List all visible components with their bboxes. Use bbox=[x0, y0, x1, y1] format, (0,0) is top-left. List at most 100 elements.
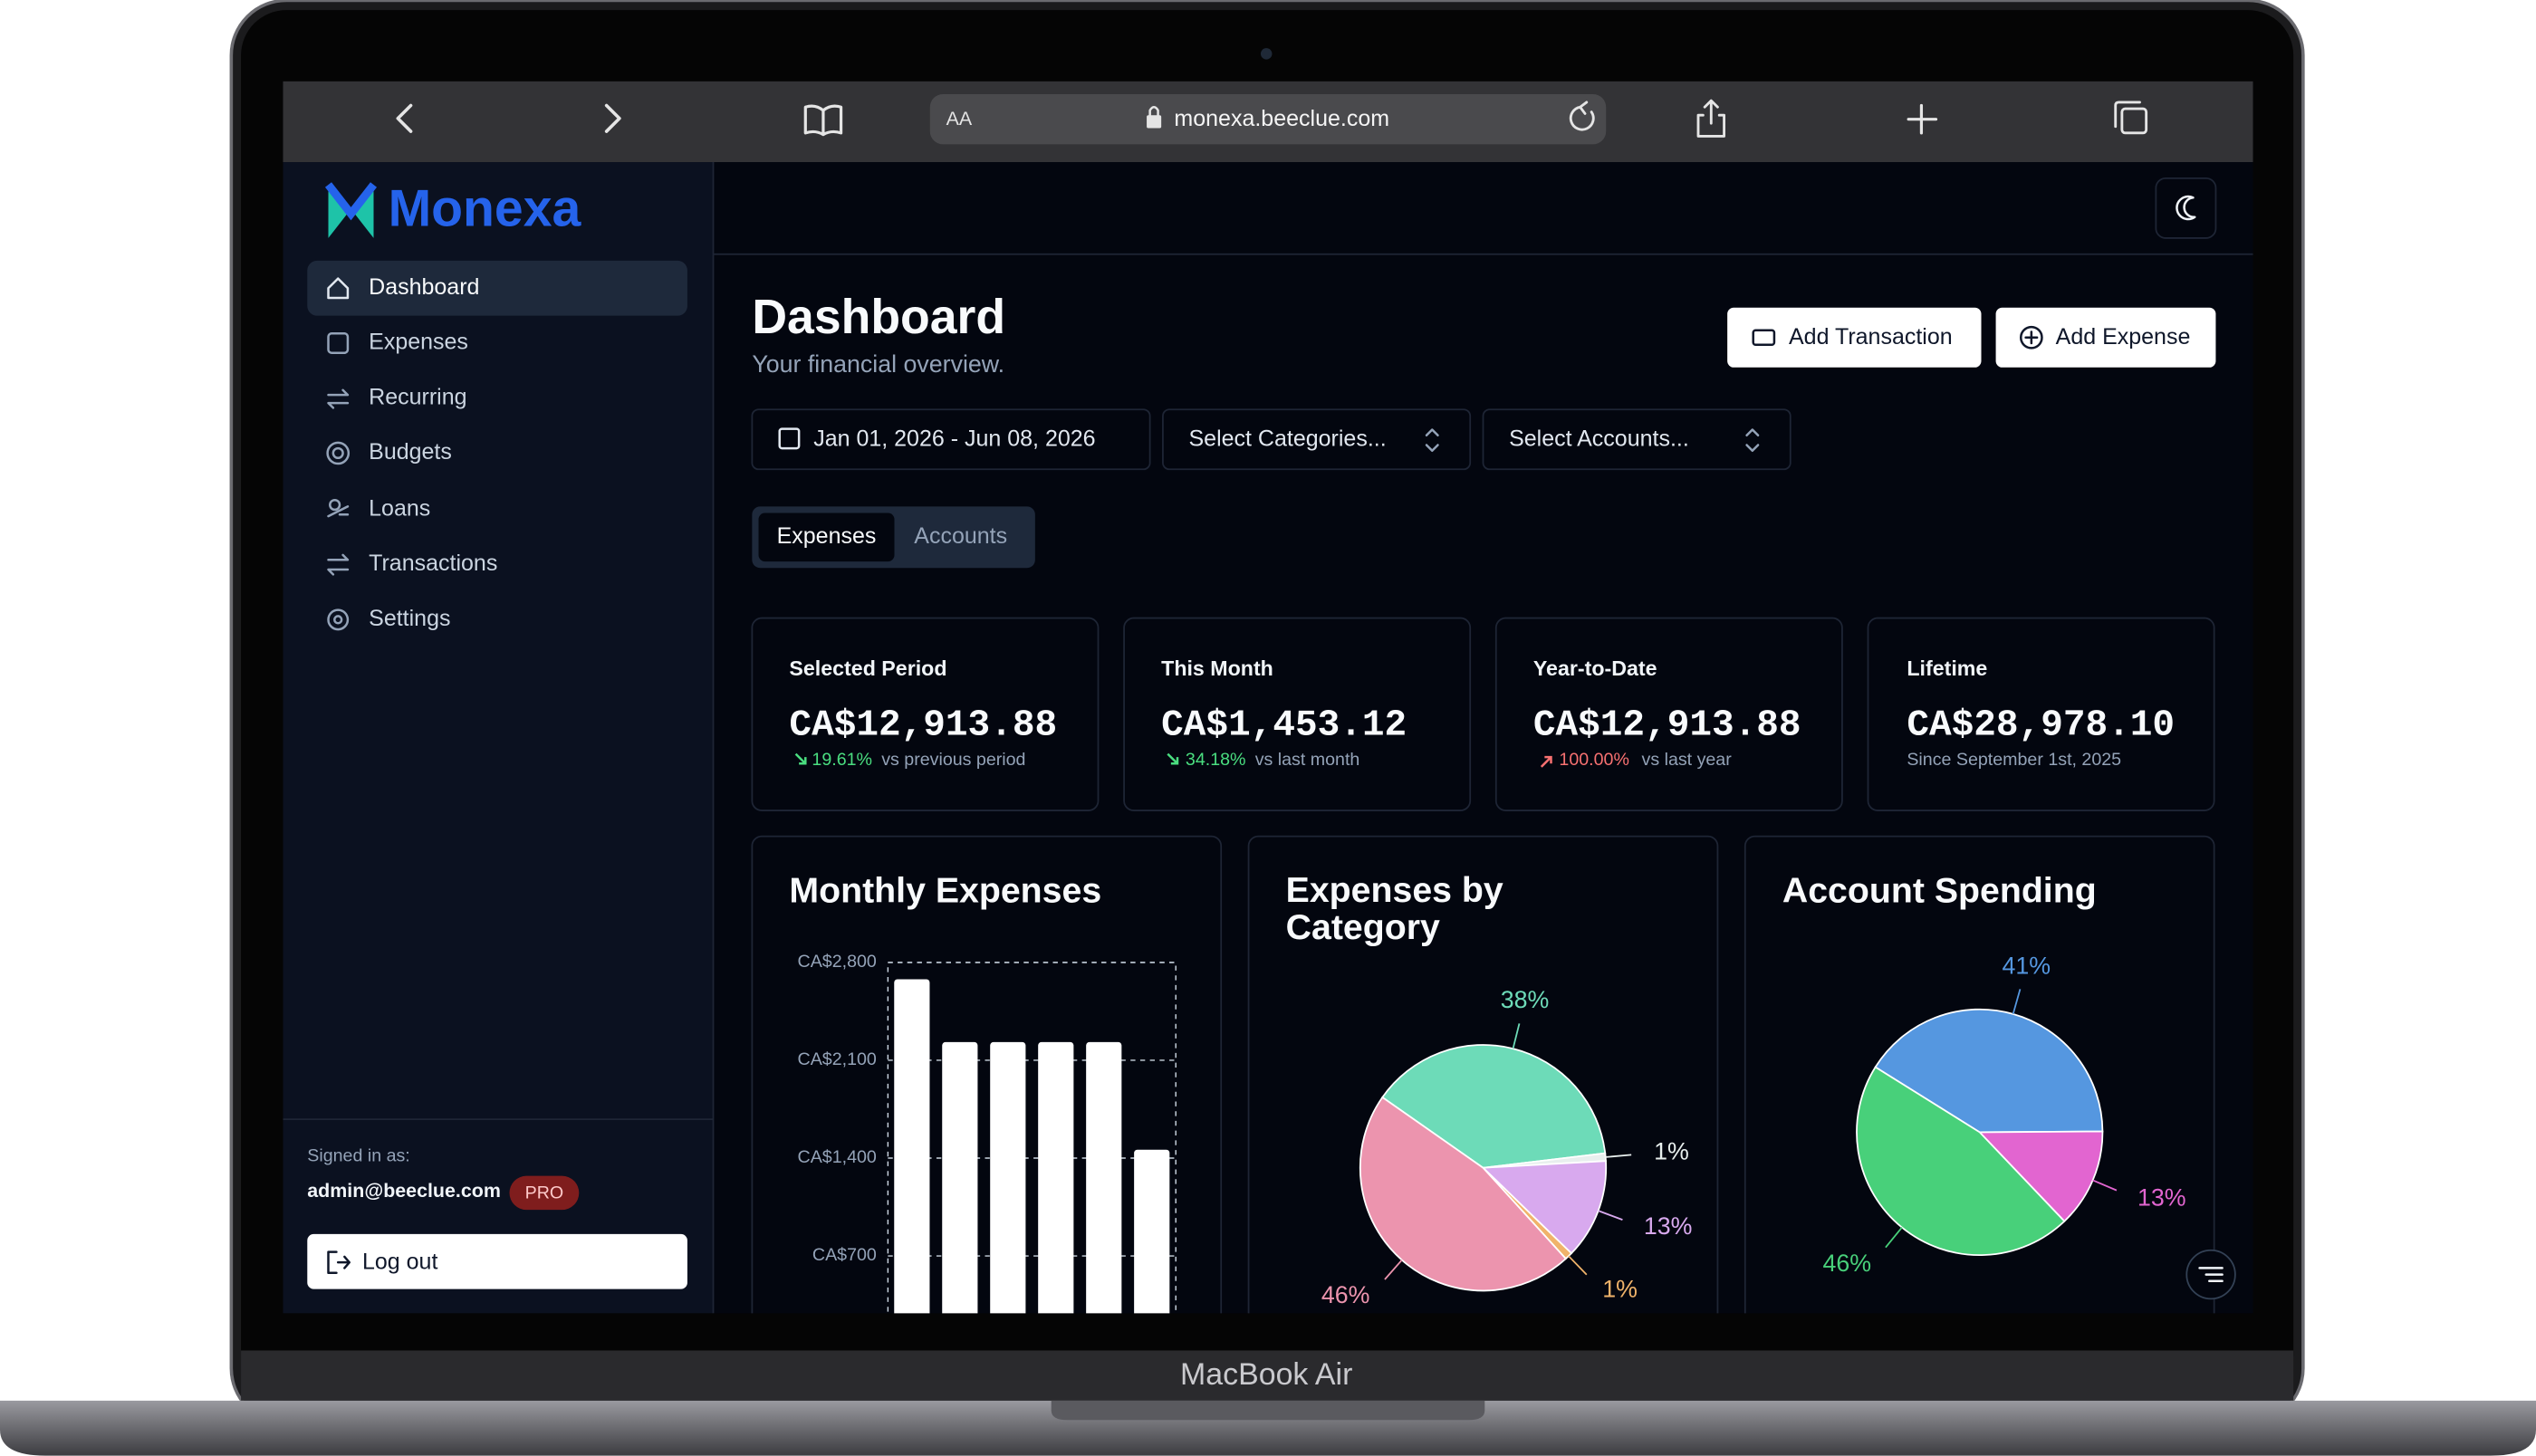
chart-title-line: Category bbox=[1286, 908, 1440, 948]
add-transaction-button[interactable] bbox=[1727, 307, 1982, 368]
stat-note: Since September 1st, 2025 bbox=[1907, 750, 2121, 770]
slice-label: 13% bbox=[2137, 1183, 2186, 1211]
moon-icon bbox=[2176, 195, 2196, 221]
stat-note: vs previous period bbox=[881, 750, 1025, 770]
chart-title: Expenses by Category bbox=[1286, 871, 1503, 948]
screen: AA monexa.beeclue.com Monexa Dashboard E… bbox=[283, 81, 2253, 1314]
filter-label[interactable]: Select Accounts... bbox=[1509, 426, 1689, 452]
button-label[interactable]: Add Transaction bbox=[1789, 324, 1953, 350]
slice-label: 41% bbox=[2002, 952, 2051, 979]
signed-in-label: Signed in as: bbox=[307, 1145, 409, 1165]
forward-button[interactable] bbox=[604, 103, 621, 133]
nav-label[interactable]: Expenses bbox=[369, 330, 468, 355]
chin bbox=[241, 1350, 2294, 1401]
nav-icon bbox=[327, 277, 350, 300]
leader-line bbox=[2092, 1179, 2118, 1192]
y-tick-label: CA$2,800 bbox=[798, 952, 877, 972]
nav-icon bbox=[326, 441, 351, 465]
slice-label: 46% bbox=[1823, 1250, 1872, 1277]
nav-item[interactable]: Loans bbox=[327, 496, 431, 522]
leader-line bbox=[1885, 1227, 1903, 1249]
bar bbox=[990, 1041, 1026, 1314]
slice-label: 13% bbox=[1644, 1212, 1693, 1240]
filter-label[interactable]: Jan 01, 2026 - Jun 08, 2026 bbox=[813, 426, 1095, 452]
lock-icon bbox=[1147, 115, 1162, 129]
plan-badge bbox=[509, 1175, 580, 1211]
nav-label[interactable]: Recurring bbox=[369, 384, 466, 409]
new-tab-button[interactable] bbox=[1907, 103, 1938, 135]
nav-active-bg bbox=[307, 260, 687, 316]
reload-button[interactable] bbox=[1569, 101, 1595, 131]
stat-value: CA$12,913.88 bbox=[1533, 704, 1801, 746]
logout-label[interactable]: Log out bbox=[362, 1250, 437, 1275]
nav-label[interactable]: Settings bbox=[369, 606, 450, 631]
stat-card bbox=[1494, 617, 1843, 811]
category-filter[interactable] bbox=[1162, 408, 1472, 471]
share-button[interactable] bbox=[1696, 99, 1725, 138]
tab-active[interactable] bbox=[758, 512, 895, 562]
trend-down-icon bbox=[1167, 752, 1179, 765]
page-subtitle: Your financial overview. bbox=[752, 350, 1004, 378]
logout-icon bbox=[327, 1250, 351, 1275]
trend-up-icon bbox=[1540, 755, 1552, 768]
charts: CA$2,800 CA$2,100 CA$1,400 CA$700 38% 1% 13% 1%… bbox=[798, 952, 2186, 1314]
button-label[interactable]: Add Expense bbox=[2056, 324, 2191, 350]
slice-label: 1% bbox=[1602, 1276, 1638, 1303]
stat-value: CA$1,453.12 bbox=[1161, 704, 1407, 746]
leader-line bbox=[1568, 1255, 1588, 1276]
slice-label: 46% bbox=[1321, 1281, 1370, 1308]
bookmarks-button[interactable] bbox=[803, 104, 843, 137]
pie-slice bbox=[1359, 1096, 1568, 1292]
leader-line bbox=[1605, 1154, 1632, 1158]
stat-card bbox=[751, 617, 1100, 811]
url: monexa.beeclue.com bbox=[1174, 106, 1389, 131]
nav-item[interactable]: Expenses bbox=[327, 330, 468, 355]
tab-label[interactable]: Accounts bbox=[914, 523, 1007, 549]
nav-item[interactable]: Recurring bbox=[327, 384, 467, 409]
leader-line bbox=[2012, 989, 2022, 1015]
button-icon-plus bbox=[2024, 330, 2039, 345]
sidebar bbox=[283, 162, 714, 1314]
stat-title: Selected Period bbox=[789, 656, 946, 680]
leader-line bbox=[1384, 1259, 1403, 1280]
nav-icon bbox=[327, 553, 350, 576]
chevron-icon bbox=[1425, 428, 1439, 453]
brand-logo-accent bbox=[324, 182, 378, 221]
nav-item[interactable]: Transactions bbox=[327, 551, 498, 576]
tab-label[interactable]: Expenses bbox=[777, 523, 877, 549]
nav-label[interactable]: Dashboard bbox=[369, 274, 479, 300]
stat-value: CA$28,978.10 bbox=[1907, 704, 2175, 746]
nav-icon bbox=[327, 608, 350, 631]
chart-title: Account Spending bbox=[1782, 871, 2097, 911]
stat-value: CA$12,913.88 bbox=[789, 704, 1057, 746]
stat-note: vs last month bbox=[1255, 750, 1360, 770]
address-bar[interactable] bbox=[929, 94, 1607, 145]
bar bbox=[1038, 1041, 1074, 1314]
nav-item[interactable]: Dashboard bbox=[327, 274, 480, 300]
add-expense-button[interactable] bbox=[1995, 307, 2216, 368]
logout-button[interactable] bbox=[307, 1233, 687, 1289]
chevron-icon bbox=[1745, 428, 1760, 453]
filter-label[interactable]: Select Categories... bbox=[1189, 426, 1387, 452]
date-range-filter[interactable] bbox=[751, 408, 1151, 471]
tabs-button[interactable] bbox=[2120, 107, 2148, 135]
account-filter[interactable] bbox=[1482, 408, 1792, 471]
nav-label[interactable]: Loans bbox=[369, 496, 430, 522]
bar bbox=[894, 979, 930, 1314]
chart-title: Monthly Expenses bbox=[789, 871, 1101, 911]
nav-label[interactable]: Transactions bbox=[369, 551, 497, 576]
stat-title: Lifetime bbox=[1907, 656, 1987, 680]
theme-toggle[interactable] bbox=[2155, 177, 2217, 239]
back-button[interactable] bbox=[396, 103, 413, 133]
trend-down-icon bbox=[794, 752, 807, 765]
nav-item[interactable]: Settings bbox=[327, 606, 451, 631]
nav-icon-inner bbox=[331, 446, 344, 460]
nav-item[interactable]: Budgets bbox=[326, 439, 452, 465]
brand-name: Monexa bbox=[389, 179, 582, 237]
text-size-button[interactable]: AA bbox=[946, 108, 973, 129]
calendar-icon bbox=[778, 427, 801, 450]
nav-label[interactable]: Budgets bbox=[369, 439, 452, 465]
nav-icon-lines bbox=[327, 505, 350, 518]
